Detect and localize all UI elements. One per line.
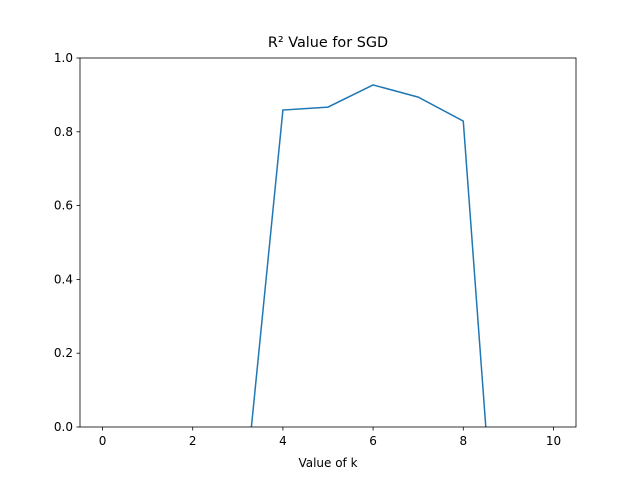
plot-frame [79, 57, 577, 428]
y-tick-label: 0.0 [54, 420, 73, 434]
x-tick-label: 4 [279, 434, 287, 448]
x-tick-label: 2 [189, 434, 197, 448]
y-tick-label: 1.0 [54, 51, 73, 65]
chart-title: R² Value for SGD [268, 35, 388, 51]
y-tick-label: 0.8 [54, 125, 73, 139]
x-tick-label: 10 [546, 434, 561, 448]
y-tick-label: 0.6 [54, 199, 73, 213]
x-tick-label: 8 [459, 434, 467, 448]
x-axis-label: Value of k [298, 456, 357, 470]
y-tick-label: 0.2 [54, 346, 73, 360]
x-tick-label: 0 [99, 434, 107, 448]
line-series [250, 84, 487, 427]
x-tick-label: 6 [369, 434, 377, 448]
y-tick-label: 0.4 [54, 272, 73, 286]
